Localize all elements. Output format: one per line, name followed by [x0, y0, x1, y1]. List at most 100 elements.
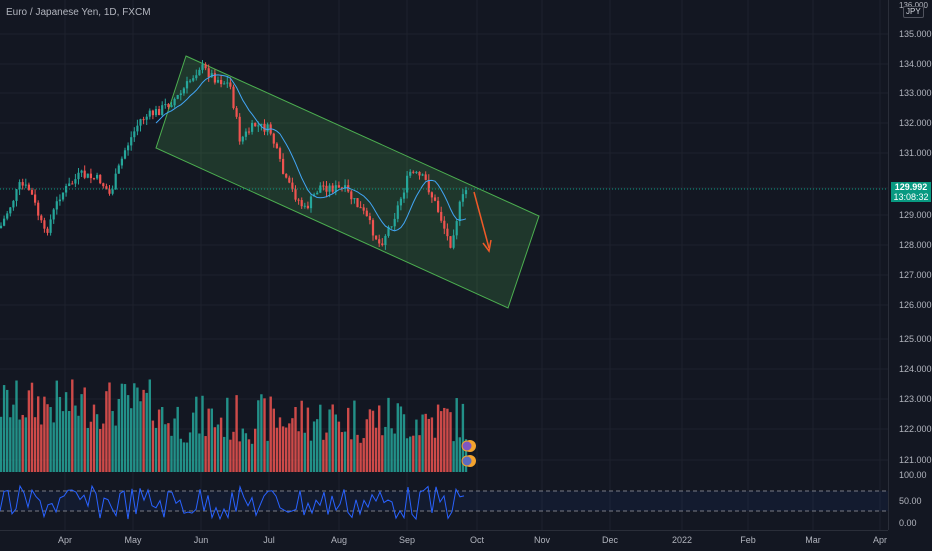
candle-body: [458, 201, 461, 222]
price-axis[interactable]: 136.000 JPY 135.000 134.000 133.000 132.…: [888, 0, 932, 530]
volume-bar: [157, 409, 161, 472]
volume-bar: [418, 435, 421, 472]
candle-body: [263, 123, 266, 132]
candle-body: [384, 235, 387, 246]
candle-body: [74, 179, 77, 184]
candle-body: [37, 202, 40, 216]
candle-body: [170, 105, 173, 108]
current-price-value: 129.992: [894, 182, 928, 192]
volume-bar: [353, 400, 356, 472]
candle-body: [3, 218, 6, 226]
channel-icon[interactable]: [155, 55, 540, 309]
candle-body: [325, 185, 328, 192]
candle-body: [396, 205, 399, 219]
volume-bar: [139, 401, 142, 472]
volume-bar: [461, 403, 465, 472]
candle-body: [328, 185, 331, 192]
dividends-icon[interactable]: [461, 440, 476, 467]
volume-bar: [319, 404, 322, 472]
candle-body: [288, 177, 291, 183]
volume-bar: [142, 389, 145, 472]
volume-bar: [415, 419, 418, 472]
candle-body: [300, 200, 303, 207]
volume-bar: [247, 439, 251, 472]
volume-bar: [198, 433, 201, 472]
volume-bar: [6, 389, 9, 472]
candle-body: [46, 228, 49, 233]
volume-bar: [297, 431, 300, 472]
volume-bar: [167, 423, 170, 472]
candle-body: [117, 165, 120, 174]
price-pane[interactable]: [0, 0, 888, 530]
candle-body: [139, 119, 142, 126]
volume-bar: [102, 423, 105, 472]
candle-body: [409, 171, 412, 176]
volume-bar: [55, 380, 58, 472]
volume-bar: [123, 384, 127, 472]
volume-bar: [374, 427, 378, 472]
volume-bar: [238, 441, 241, 472]
candle-body: [182, 88, 185, 94]
candle-body: [238, 116, 241, 142]
candle-body: [387, 226, 390, 236]
candle-body: [241, 136, 244, 142]
volume-bar: [421, 414, 424, 472]
candle-body: [161, 105, 164, 116]
price-label: 122.000: [899, 424, 932, 434]
volume-bar: [185, 442, 189, 472]
candle-body: [464, 190, 468, 195]
volume-bar: [433, 437, 437, 472]
volume-bar: [362, 438, 365, 472]
volume-bars: [0, 379, 468, 472]
volume-bar: [133, 383, 136, 472]
candle-body: [179, 93, 182, 96]
candle-body: [306, 205, 309, 209]
volume-bar: [219, 417, 223, 472]
candle-body: [251, 122, 254, 132]
volume-bar: [188, 432, 192, 472]
volume-bar: [89, 421, 93, 472]
volume-bar: [250, 443, 254, 472]
volume-bar: [266, 440, 269, 472]
candle-body: [319, 185, 322, 193]
candle-body: [27, 184, 30, 190]
candle-body: [123, 150, 127, 159]
candle-body: [285, 173, 288, 178]
volume-bar: [195, 396, 198, 472]
volume-bar: [108, 382, 111, 472]
candle-body: [86, 173, 89, 178]
candle-body: [393, 218, 396, 227]
currency-box[interactable]: JPY: [903, 6, 924, 18]
volume-bar: [179, 438, 182, 472]
oscillator-pane[interactable]: [0, 484, 888, 521]
volume-bar: [291, 418, 294, 472]
candle-body: [207, 68, 210, 78]
volume-bar: [161, 407, 164, 472]
candle-body: [204, 64, 207, 69]
volume-bar: [424, 413, 427, 472]
volume-bar: [285, 427, 288, 472]
volume-bar: [151, 420, 155, 472]
candle-body: [173, 98, 176, 106]
volume-bar: [182, 442, 186, 472]
candle-body: [449, 236, 452, 248]
time-axis[interactable]: Apr May Jun Jul Aug Sep Oct Nov Dec 2022…: [0, 530, 888, 551]
candle-body: [443, 220, 446, 229]
volume-bar: [226, 397, 229, 472]
volume-bar: [235, 395, 238, 472]
volume-bar: [371, 410, 375, 472]
volume-bar: [95, 414, 99, 472]
candle-body: [198, 69, 201, 76]
candle-body: [406, 175, 409, 193]
candle-body: [108, 189, 111, 194]
volume-bar: [343, 431, 347, 472]
down-arrow-icon[interactable]: [473, 191, 492, 253]
volume-bar: [312, 421, 316, 472]
volume-bar: [27, 390, 31, 472]
candle-body: [455, 221, 458, 236]
volume-bar: [170, 435, 173, 472]
candle-body: [176, 95, 179, 99]
candle-body: [201, 64, 204, 70]
chart-title: Euro / Japanese Yen, 1D, FXCM: [6, 7, 151, 18]
